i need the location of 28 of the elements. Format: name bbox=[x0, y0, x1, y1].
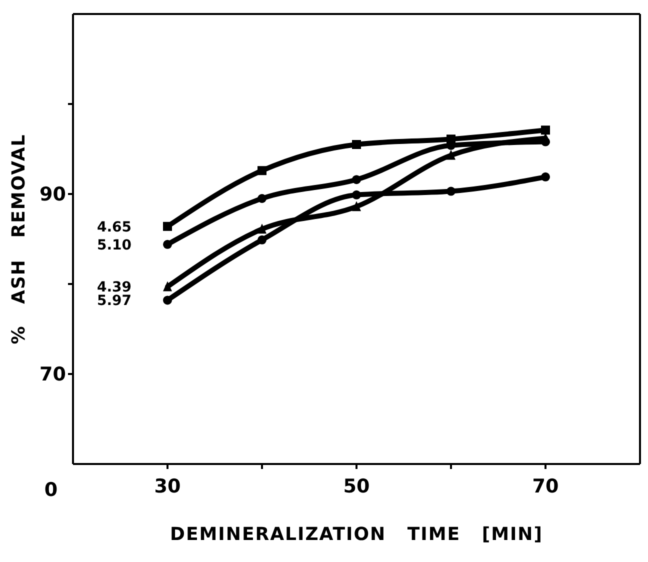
text: 0 bbox=[44, 479, 58, 501]
point bbox=[446, 186, 456, 196]
point bbox=[352, 175, 361, 184]
y-tick-label: 90 bbox=[40, 184, 66, 206]
point bbox=[258, 235, 266, 244]
point bbox=[163, 281, 172, 292]
point bbox=[258, 166, 266, 176]
x-tick-label: 50 bbox=[343, 475, 370, 498]
point bbox=[163, 240, 172, 249]
text: 5.10 bbox=[96, 237, 132, 254]
text: 5.97 bbox=[96, 293, 132, 310]
point bbox=[541, 137, 550, 146]
point bbox=[163, 296, 172, 305]
point bbox=[258, 224, 266, 234]
text: 4.65 bbox=[96, 219, 132, 236]
point bbox=[258, 194, 266, 203]
x-axis-title: DEMINERALIZATION TIME [MIN] bbox=[170, 524, 543, 545]
x-tick-label: 70 bbox=[532, 475, 559, 498]
point bbox=[352, 140, 361, 149]
point bbox=[352, 190, 361, 200]
point bbox=[446, 150, 456, 160]
point bbox=[541, 126, 550, 135]
point bbox=[541, 172, 550, 182]
text: 4.39 bbox=[96, 280, 132, 296]
x-tick-label: 30 bbox=[154, 475, 181, 498]
y-axis-title: % ASH REMOVAL bbox=[8, 134, 30, 344]
point bbox=[163, 222, 172, 231]
point bbox=[352, 201, 361, 212]
